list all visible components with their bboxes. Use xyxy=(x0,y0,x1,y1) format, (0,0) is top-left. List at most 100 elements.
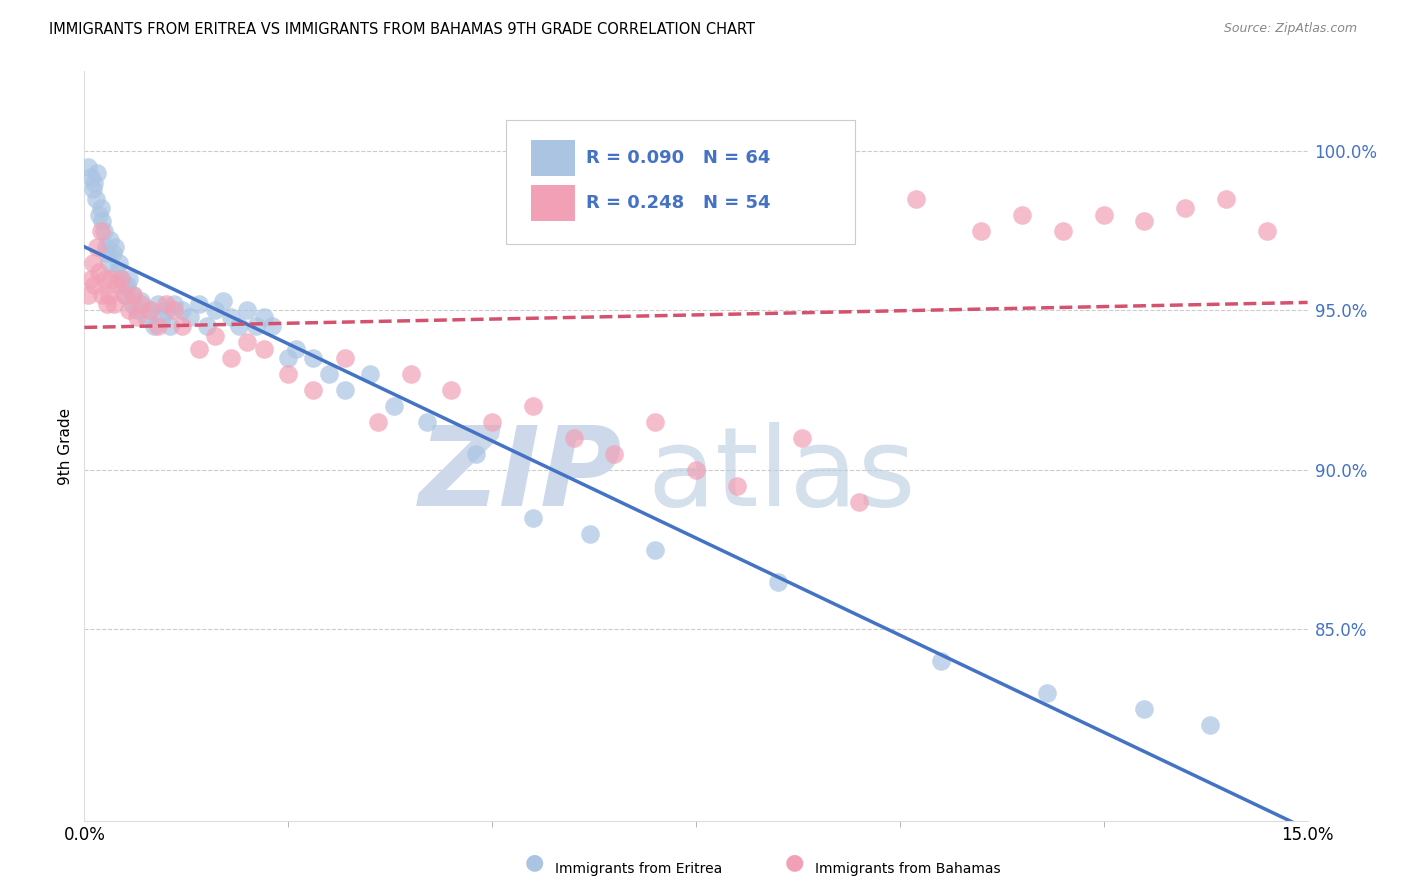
Text: IMMIGRANTS FROM ERITREA VS IMMIGRANTS FROM BAHAMAS 9TH GRADE CORRELATION CHART: IMMIGRANTS FROM ERITREA VS IMMIGRANTS FR… xyxy=(49,22,755,37)
Point xyxy=(146,319,169,334)
Point xyxy=(97,287,120,301)
Point xyxy=(579,526,602,541)
Point xyxy=(87,265,110,279)
Point xyxy=(1092,208,1115,222)
FancyBboxPatch shape xyxy=(531,139,575,177)
Point xyxy=(94,240,117,254)
Point xyxy=(114,287,136,301)
Point xyxy=(131,293,153,308)
Point xyxy=(790,431,813,445)
Point xyxy=(122,287,145,301)
Text: atlas: atlas xyxy=(647,423,915,530)
Point xyxy=(118,303,141,318)
Point xyxy=(277,368,299,382)
Point xyxy=(118,271,141,285)
Point xyxy=(603,447,626,461)
Point xyxy=(87,208,110,222)
Point xyxy=(195,319,218,334)
Point xyxy=(90,224,112,238)
Point xyxy=(301,383,323,397)
Point xyxy=(219,351,242,366)
Point xyxy=(105,265,128,279)
Point xyxy=(96,297,118,311)
Point xyxy=(301,351,323,366)
Point xyxy=(285,342,308,356)
Point xyxy=(90,202,112,216)
Point xyxy=(80,271,103,285)
Text: R = 0.090   N = 64: R = 0.090 N = 64 xyxy=(586,149,770,168)
Point xyxy=(359,368,381,382)
Text: Immigrants from Eritrea: Immigrants from Eritrea xyxy=(555,862,723,876)
Point xyxy=(135,310,157,324)
Point xyxy=(464,447,486,461)
Point xyxy=(644,415,666,429)
Point xyxy=(110,271,132,285)
Y-axis label: 9th Grade: 9th Grade xyxy=(58,408,73,484)
Point xyxy=(204,329,226,343)
Point xyxy=(1256,224,1278,238)
Point xyxy=(236,335,259,350)
Point xyxy=(766,574,789,589)
Point xyxy=(121,297,143,311)
Point xyxy=(131,297,153,311)
Point xyxy=(77,160,100,174)
Point xyxy=(1133,702,1156,716)
Text: Source: ZipAtlas.com: Source: ZipAtlas.com xyxy=(1223,22,1357,36)
Point xyxy=(122,287,145,301)
Point xyxy=(382,399,405,413)
Point xyxy=(107,255,129,269)
Point xyxy=(146,297,169,311)
Point xyxy=(112,277,135,292)
Point xyxy=(115,277,138,292)
Point xyxy=(138,303,160,318)
Point xyxy=(82,255,104,269)
Point xyxy=(253,342,276,356)
Point xyxy=(172,319,194,334)
Point xyxy=(367,415,389,429)
Point xyxy=(905,192,928,206)
Point xyxy=(245,319,267,334)
Point xyxy=(100,271,122,285)
Point xyxy=(150,310,173,324)
Point xyxy=(1215,192,1237,206)
Point xyxy=(335,351,357,366)
Point xyxy=(104,240,127,254)
Point xyxy=(228,319,250,334)
Point xyxy=(318,368,340,382)
Text: ●: ● xyxy=(524,853,544,872)
Point xyxy=(103,297,125,311)
Point xyxy=(179,310,201,324)
Point xyxy=(138,303,160,318)
Text: R = 0.248   N = 54: R = 0.248 N = 54 xyxy=(586,194,770,212)
Point xyxy=(212,293,235,308)
Point xyxy=(725,479,748,493)
Point xyxy=(86,240,108,254)
Point xyxy=(236,303,259,318)
Point xyxy=(127,310,149,324)
Point xyxy=(440,383,463,397)
Point xyxy=(84,192,107,206)
Point xyxy=(522,399,544,413)
Point xyxy=(100,233,122,247)
FancyBboxPatch shape xyxy=(506,120,855,244)
Point xyxy=(1198,718,1220,732)
Point xyxy=(77,287,100,301)
Point xyxy=(187,342,209,356)
Point xyxy=(105,277,128,292)
Point xyxy=(1174,202,1197,216)
Point xyxy=(114,287,136,301)
Text: Immigrants from Bahamas: Immigrants from Bahamas xyxy=(815,862,1001,876)
Point xyxy=(159,319,181,334)
Point xyxy=(562,431,585,445)
Point xyxy=(80,169,103,184)
Point xyxy=(219,310,242,324)
Text: ZIP: ZIP xyxy=(419,423,623,530)
Point xyxy=(83,277,105,292)
Point xyxy=(481,415,503,429)
FancyBboxPatch shape xyxy=(531,185,575,221)
Point xyxy=(335,383,357,397)
Point xyxy=(416,415,439,429)
Point xyxy=(91,287,114,301)
Point xyxy=(83,176,105,190)
Point xyxy=(86,166,108,180)
